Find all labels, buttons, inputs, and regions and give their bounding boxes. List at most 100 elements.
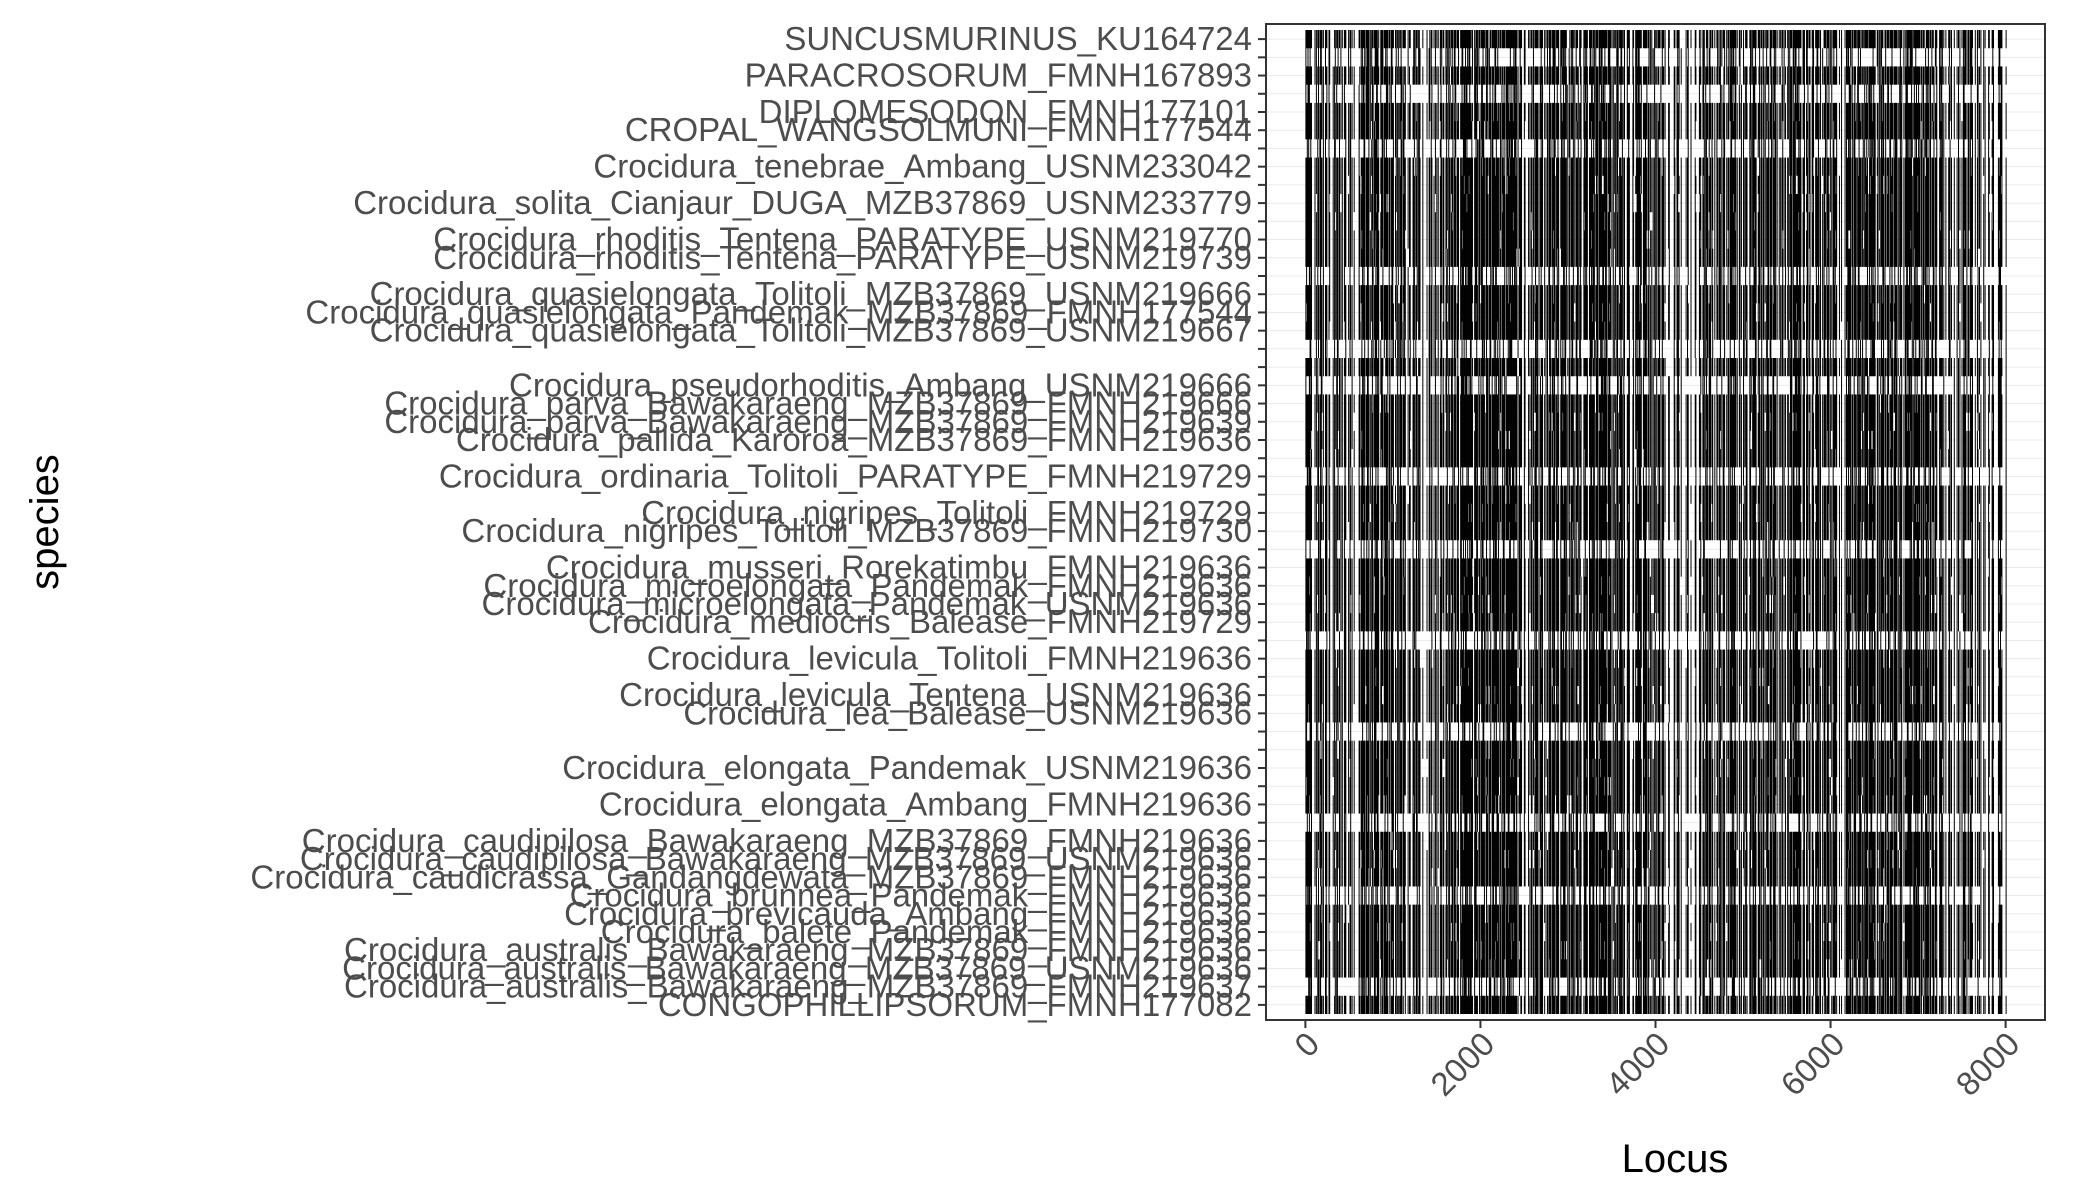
locus-mark (1857, 704, 1859, 723)
locus-mark (1350, 394, 1352, 468)
locus-mark (1847, 576, 1849, 869)
locus-mark (1716, 941, 1718, 978)
locus-mark (1385, 740, 1387, 814)
locus-mark (1561, 121, 1563, 140)
locus-mark (1619, 30, 1621, 49)
locus-mark (1511, 831, 1513, 887)
locus-mark (1809, 30, 1811, 49)
locus-mark (1360, 485, 1362, 632)
locus-mark (1430, 485, 1432, 541)
locus-mark (1407, 740, 1409, 814)
locus-mark (1623, 649, 1625, 887)
locus-mark (1586, 904, 1588, 1014)
locus-mark (1815, 904, 1817, 1014)
locus-mark (1306, 740, 1308, 978)
locus-mark (1604, 649, 1606, 887)
locus-mark (1602, 740, 1604, 814)
locus-mark (1620, 558, 1622, 705)
locus-mark (1486, 358, 1488, 468)
locus-mark (1556, 30, 1558, 49)
locus-mark (1750, 904, 1752, 1014)
locus-mark (1731, 686, 1733, 723)
locus-mark (1407, 394, 1409, 486)
locus-mark (1639, 558, 1641, 632)
locus-mark (1792, 831, 1794, 887)
locus-mark (1848, 576, 1850, 723)
locus-mark (1542, 558, 1544, 1014)
locus-mark (1857, 175, 1859, 377)
locus-mark (1506, 558, 1508, 723)
locus-mark (1775, 777, 1777, 796)
locus-mark (1806, 995, 1808, 1014)
locus-mark (1620, 904, 1622, 978)
locus-mark (1579, 102, 1581, 140)
locus-mark (1465, 157, 1467, 267)
locus-mark (1754, 740, 1756, 778)
locus-mark (1361, 904, 1363, 978)
locus-mark (1328, 831, 1330, 1014)
locus-mark (1495, 30, 1497, 140)
locus-mark (1740, 358, 1742, 377)
locus-mark (1773, 30, 1775, 103)
locus-mark (1849, 358, 1851, 377)
locus-mark (1603, 285, 1605, 340)
locus-mark (1623, 30, 1625, 49)
locus-mark (1305, 157, 1307, 267)
locus-mark (1635, 394, 1637, 450)
locus-mark (1584, 30, 1586, 103)
locus-mark (1636, 485, 1638, 595)
locus-mark (1806, 649, 1808, 705)
locus-mark (1789, 358, 1791, 468)
locus-mark (1769, 285, 1771, 377)
locus-mark (1731, 485, 1733, 541)
locus-mark (1635, 649, 1637, 723)
locus-mark (1416, 649, 1418, 887)
locus-mark (1372, 995, 1374, 1014)
locus-mark (1531, 995, 1533, 1014)
locus-mark (1652, 558, 1654, 595)
locus-mark (1855, 995, 1857, 1014)
locus-mark (1727, 66, 1729, 85)
locus-mark (1392, 959, 1394, 978)
locus-mark (1711, 394, 1713, 468)
locus-mark (1395, 649, 1397, 723)
locus-mark (1399, 285, 1401, 632)
locus-mark (1677, 558, 1679, 632)
locus-mark (1497, 813, 1499, 887)
locus-mark (1797, 157, 1799, 267)
locus-mark (1437, 157, 1439, 267)
locus-mark (1460, 30, 1462, 49)
locus-mark (1703, 485, 1705, 614)
locus-mark (1363, 30, 1365, 49)
locus-mark (1345, 904, 1347, 978)
locus-mark (1416, 30, 1418, 49)
locus-mark (1617, 358, 1619, 395)
locus-mark (1620, 285, 1622, 358)
locus-mark (1616, 212, 1618, 267)
locus-mark (1536, 66, 1538, 85)
locus-mark (1708, 740, 1710, 978)
locus-mark (1739, 850, 1741, 978)
locus-mark (1668, 904, 1670, 978)
locus-mark (1441, 285, 1443, 304)
locus-mark (1569, 66, 1571, 267)
locus-mark (1699, 102, 1701, 140)
locus-mark (1418, 740, 1420, 814)
locus-mark (1717, 358, 1719, 377)
locus-mark (1848, 740, 1850, 832)
locus-mark (1437, 285, 1439, 377)
locus-mark (1794, 558, 1796, 614)
locus-mark (1554, 831, 1556, 887)
locus-mark (1495, 394, 1497, 723)
locus-mark (1508, 30, 1510, 49)
locus-mark (1828, 941, 1830, 960)
locus-mark (1509, 740, 1511, 759)
locus-mark (1307, 358, 1309, 377)
locus-mark (1731, 102, 1733, 140)
locus-mark (1838, 30, 1840, 49)
locus-mark (1395, 868, 1397, 1014)
locus-mark (1334, 485, 1336, 614)
locus-mark (1460, 157, 1462, 340)
locus-mark (1341, 904, 1343, 978)
locus-mark (1658, 995, 1660, 1014)
